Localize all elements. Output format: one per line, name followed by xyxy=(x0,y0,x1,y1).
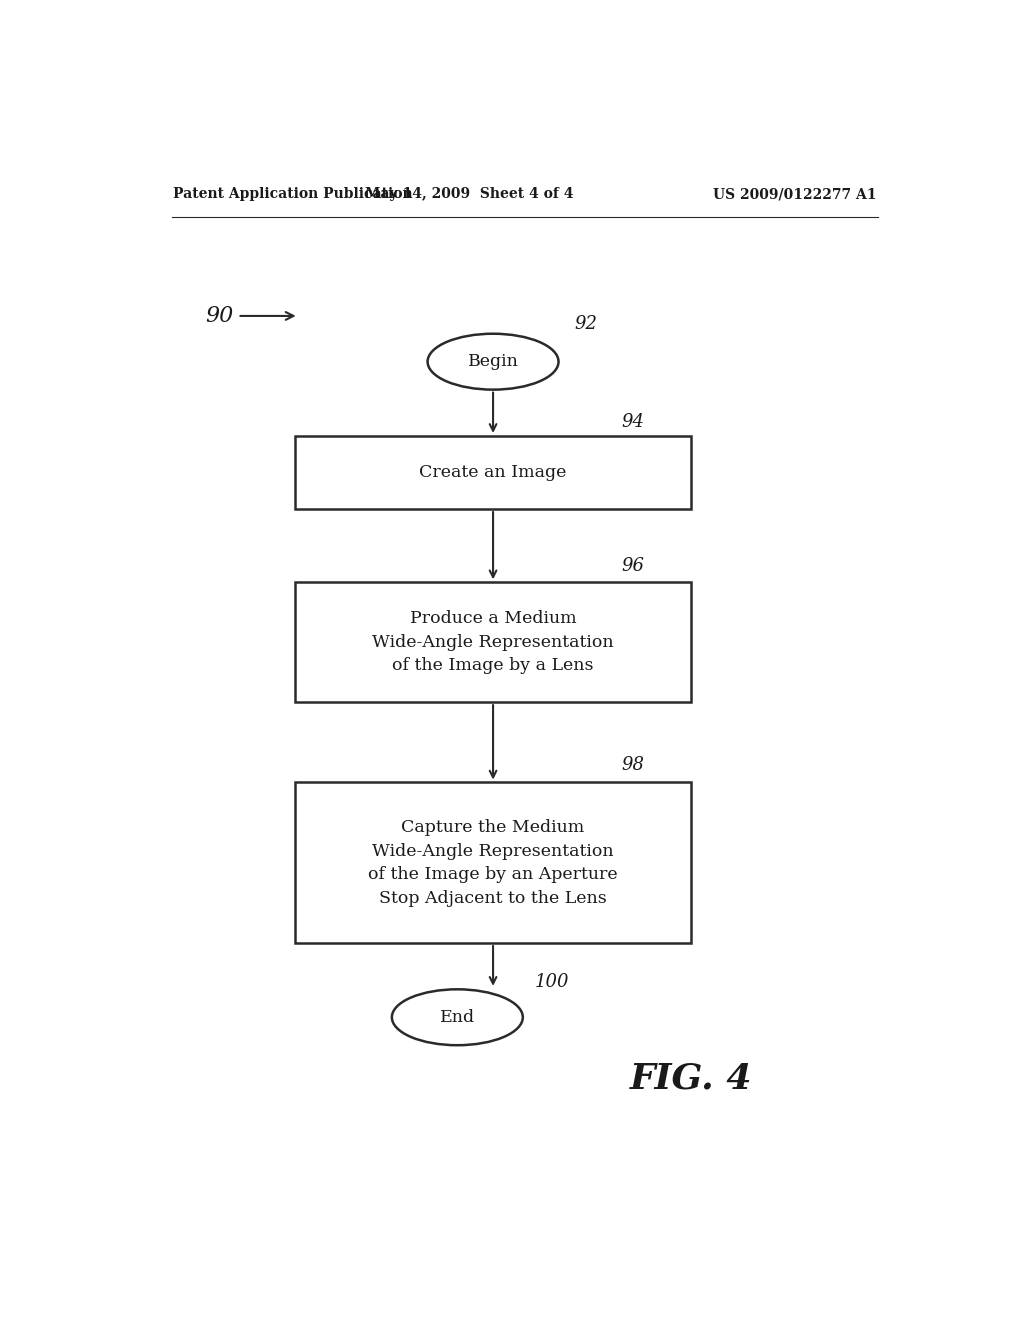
Text: Capture the Medium
Wide-Angle Representation
of the Image by an Aperture
Stop Ad: Capture the Medium Wide-Angle Representa… xyxy=(369,818,617,907)
Text: May 14, 2009  Sheet 4 of 4: May 14, 2009 Sheet 4 of 4 xyxy=(365,187,573,201)
Text: 92: 92 xyxy=(574,315,597,333)
Text: End: End xyxy=(439,1008,475,1026)
Text: Produce a Medium
Wide-Angle Representation
of the Image by a Lens: Produce a Medium Wide-Angle Representati… xyxy=(373,610,613,675)
Text: 96: 96 xyxy=(622,557,645,576)
Text: 94: 94 xyxy=(622,413,645,430)
Text: 100: 100 xyxy=(535,973,568,991)
Text: 90: 90 xyxy=(205,305,233,327)
Text: Begin: Begin xyxy=(468,354,518,370)
Text: Patent Application Publication: Patent Application Publication xyxy=(173,187,413,201)
Text: US 2009/0122277 A1: US 2009/0122277 A1 xyxy=(713,187,877,201)
Text: FIG. 4: FIG. 4 xyxy=(630,1061,753,1096)
Text: 98: 98 xyxy=(622,756,645,775)
Text: Create an Image: Create an Image xyxy=(420,463,566,480)
